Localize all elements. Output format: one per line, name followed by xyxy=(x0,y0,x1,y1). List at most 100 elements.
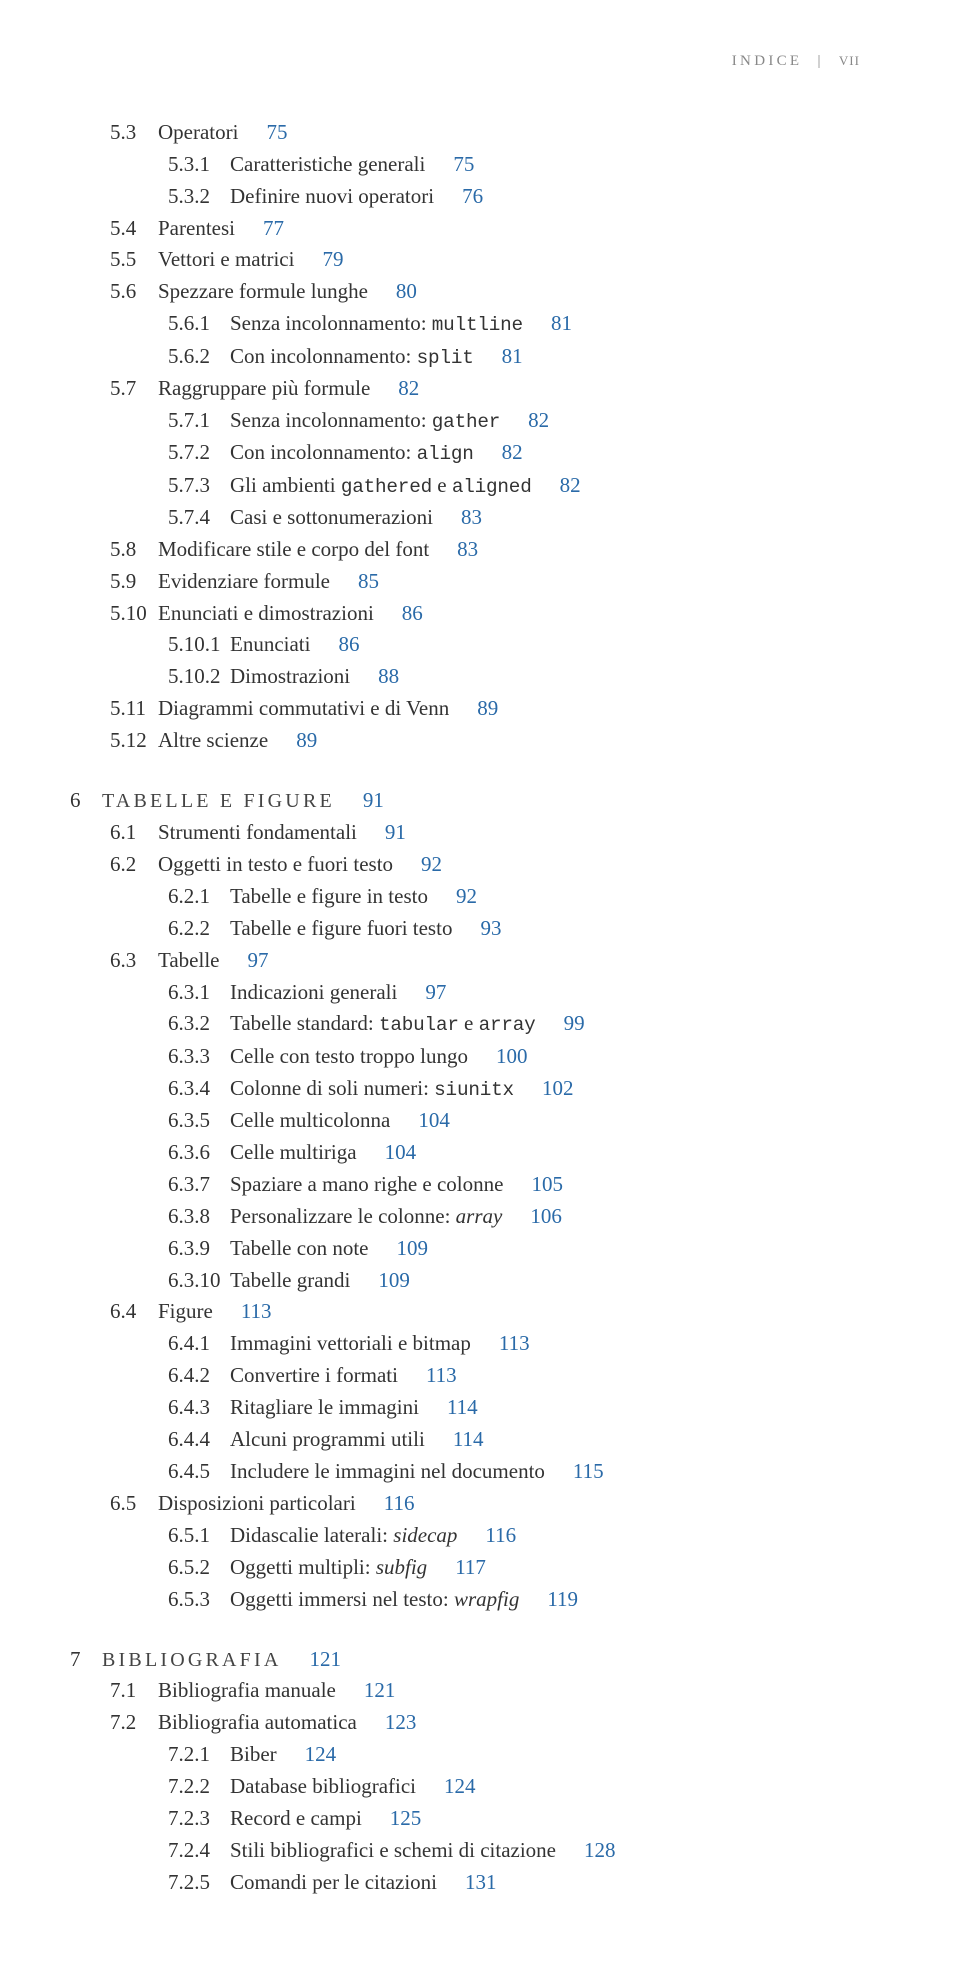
toc-entry-title: Modificare stile e corpo del font xyxy=(158,534,429,566)
toc-page-link[interactable]: 93 xyxy=(480,913,501,945)
toc-entry: 6.3.5Celle multicolonna104 xyxy=(70,1105,870,1137)
toc-page-link[interactable]: 82 xyxy=(528,405,549,437)
toc-page-link[interactable]: 80 xyxy=(396,276,417,308)
toc-entry: 6.4.1Immagini vettoriali e bitmap113 xyxy=(70,1328,870,1360)
toc-entry-number: 7.2.2 xyxy=(168,1771,224,1803)
toc-entry-number: 6.2.1 xyxy=(168,881,224,913)
toc-page-link[interactable]: 128 xyxy=(584,1835,616,1867)
toc-entry-number: 5.7 xyxy=(110,373,152,405)
toc-entry-title: Comandi per le citazioni xyxy=(230,1867,437,1899)
toc-entry: 5.4Parentesi77 xyxy=(70,213,870,245)
toc-page-link[interactable]: 76 xyxy=(462,181,483,213)
toc-page-link[interactable]: 89 xyxy=(477,693,498,725)
toc-page-link[interactable]: 88 xyxy=(378,661,399,693)
toc-page-link[interactable]: 117 xyxy=(455,1552,486,1584)
table-of-contents: 5.3Operatori755.3.1Caratteristiche gener… xyxy=(70,117,870,1899)
toc-entry-number: 6.3.10 xyxy=(168,1265,224,1297)
toc-page-link[interactable]: 83 xyxy=(461,502,482,534)
toc-page-link[interactable]: 82 xyxy=(502,437,523,469)
toc-page-link[interactable]: 83 xyxy=(457,534,478,566)
toc-entry-number: 5.12 xyxy=(110,725,152,757)
toc-entry-title: Convertire i formati xyxy=(230,1360,398,1392)
toc-page-link[interactable]: 92 xyxy=(456,881,477,913)
toc-page-link[interactable]: 116 xyxy=(485,1520,516,1552)
toc-page-link[interactable]: 115 xyxy=(573,1456,604,1488)
toc-page-link[interactable]: 109 xyxy=(396,1233,428,1265)
toc-entry: 7.2.1Biber124 xyxy=(70,1739,870,1771)
toc-page-link[interactable]: 75 xyxy=(453,149,474,181)
toc-page-link[interactable]: 114 xyxy=(447,1392,478,1424)
toc-entry-title: Personalizzare le colonne: array xyxy=(230,1201,502,1233)
toc-entry-title: Definire nuovi operatori xyxy=(230,181,434,213)
toc-page-link[interactable]: 92 xyxy=(421,849,442,881)
toc-page-link[interactable]: 113 xyxy=(241,1296,272,1328)
toc-entry: 5.8Modificare stile e corpo del font83 xyxy=(70,534,870,566)
toc-entry-title: Con incolonnamento: align xyxy=(230,437,474,469)
toc-entry-number: 5.11 xyxy=(110,693,152,725)
toc-page-link[interactable]: 86 xyxy=(402,598,423,630)
toc-entry: 5.7.3Gli ambienti gathered e aligned82 xyxy=(70,470,870,502)
toc-page-link[interactable]: 121 xyxy=(364,1675,396,1707)
toc-page-link[interactable]: 106 xyxy=(530,1201,562,1233)
toc-page-link[interactable]: 86 xyxy=(338,629,359,661)
toc-page-link[interactable]: 119 xyxy=(547,1584,578,1616)
toc-page-link[interactable]: 81 xyxy=(551,308,572,340)
toc-page-link[interactable]: 123 xyxy=(385,1707,417,1739)
toc-chapter-heading: 6TABELLE E FIGURE91 xyxy=(70,785,870,817)
toc-page-link[interactable]: 82 xyxy=(560,470,581,502)
toc-page-link[interactable]: 113 xyxy=(426,1360,457,1392)
toc-entry-title: Immagini vettoriali e bitmap xyxy=(230,1328,471,1360)
toc-page-link[interactable]: 104 xyxy=(418,1105,450,1137)
toc-page-link[interactable]: 89 xyxy=(296,725,317,757)
toc-entry-number: 6.5.3 xyxy=(168,1584,224,1616)
toc-entry-number: 6.4.4 xyxy=(168,1424,224,1456)
toc-page-link[interactable]: 75 xyxy=(266,117,287,149)
toc-page-link[interactable]: 85 xyxy=(358,566,379,598)
toc-entry-number: 6.3.8 xyxy=(168,1201,224,1233)
toc-page-link[interactable]: 124 xyxy=(305,1739,337,1771)
toc-entry: 7.2.4Stili bibliografici e schemi di cit… xyxy=(70,1835,870,1867)
toc-entry: 5.7.4Casi e sottonumerazioni83 xyxy=(70,502,870,534)
toc-page-link[interactable]: 116 xyxy=(384,1488,415,1520)
toc-page-link[interactable]: 91 xyxy=(385,817,406,849)
toc-entry-number: 5.3.2 xyxy=(168,181,224,213)
toc-entry: 6.3.7Spaziare a mano righe e colonne105 xyxy=(70,1169,870,1201)
toc-entry-number: 5.10.2 xyxy=(168,661,224,693)
toc-page-link[interactable]: 114 xyxy=(453,1424,484,1456)
toc-page-link[interactable]: 104 xyxy=(385,1137,417,1169)
toc-entry-number: 6.5.1 xyxy=(168,1520,224,1552)
toc-entry-number: 5.7.4 xyxy=(168,502,224,534)
toc-page-link[interactable]: 125 xyxy=(390,1803,422,1835)
toc-entry-number: 7.2 xyxy=(110,1707,152,1739)
toc-entry: 5.7Raggruppare più formule82 xyxy=(70,373,870,405)
toc-page-link[interactable]: 100 xyxy=(496,1041,528,1073)
toc-entry-number: 7.2.4 xyxy=(168,1835,224,1867)
toc-page-link[interactable]: 124 xyxy=(444,1771,476,1803)
toc-entry-title: Strumenti fondamentali xyxy=(158,817,357,849)
toc-page-link[interactable]: 121 xyxy=(310,1644,342,1676)
toc-page-link[interactable]: 77 xyxy=(263,213,284,245)
toc-page-link[interactable]: 113 xyxy=(499,1328,530,1360)
toc-entry-number: 5.4 xyxy=(110,213,152,245)
toc-entry: 5.10.2Dimostrazioni88 xyxy=(70,661,870,693)
toc-page-link[interactable]: 82 xyxy=(398,373,419,405)
toc-entry: 7.2.2Database bibliografici124 xyxy=(70,1771,870,1803)
toc-entry-number: 6.3.6 xyxy=(168,1137,224,1169)
toc-page-link[interactable]: 79 xyxy=(322,244,343,276)
toc-page-link[interactable]: 81 xyxy=(502,341,523,373)
toc-page-link[interactable]: 131 xyxy=(465,1867,497,1899)
toc-entry-title: Senza incolonnamento: gather xyxy=(230,405,500,437)
toc-page-link[interactable]: 97 xyxy=(248,945,269,977)
toc-page-link[interactable]: 105 xyxy=(531,1169,563,1201)
toc-page-link[interactable]: 109 xyxy=(378,1265,410,1297)
toc-chapter-block: 7BIBLIOGRAFIA1217.1Bibliografia manuale1… xyxy=(70,1644,870,1899)
toc-page-link[interactable]: 99 xyxy=(564,1008,585,1040)
toc-page-link[interactable]: 91 xyxy=(363,785,384,817)
toc-page-link[interactable]: 97 xyxy=(425,977,446,1009)
toc-entry-title: Enunciati e dimostrazioni xyxy=(158,598,374,630)
toc-entry-number: 6.4 xyxy=(110,1296,152,1328)
toc-entry-title: Gli ambienti gathered e aligned xyxy=(230,470,532,502)
toc-entry-number: 6.2.2 xyxy=(168,913,224,945)
toc-page-link[interactable]: 102 xyxy=(542,1073,574,1105)
toc-entry-number: 5.3.1 xyxy=(168,149,224,181)
